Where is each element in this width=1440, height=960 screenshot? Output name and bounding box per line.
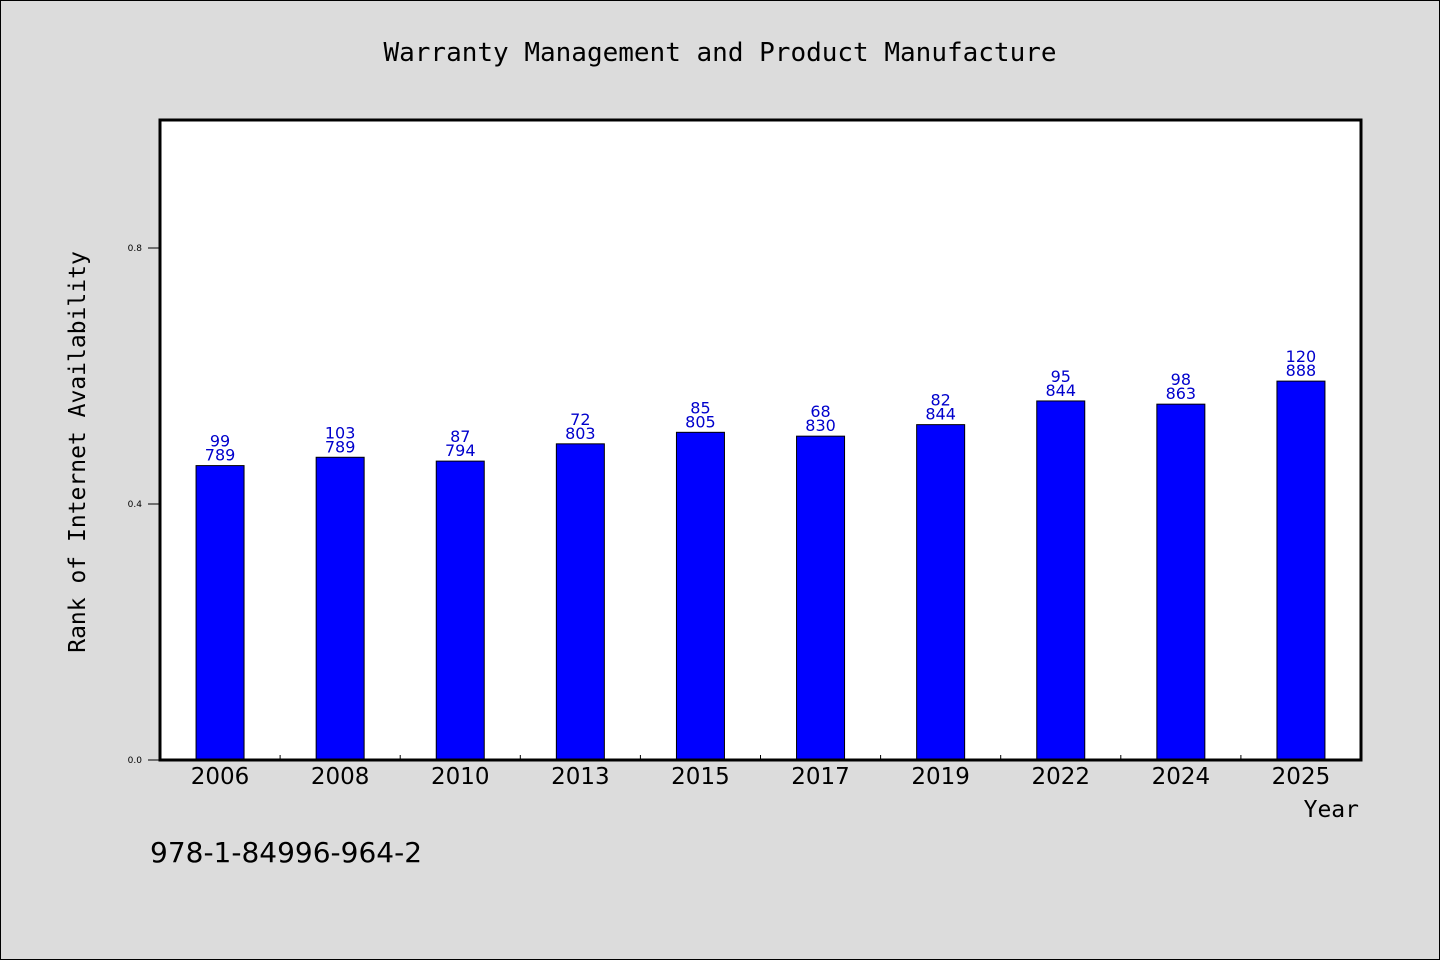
bar-2022 bbox=[1036, 400, 1086, 761]
x-tick-label-2025: 2025 bbox=[1272, 764, 1331, 790]
bar-2006 bbox=[195, 465, 245, 761]
bar-2013 bbox=[555, 443, 605, 761]
x-tick-label-2015: 2015 bbox=[671, 764, 730, 790]
bar-label-bottom-2006: 789 bbox=[205, 446, 236, 465]
bar-label-top-2025: 120 bbox=[1286, 347, 1317, 366]
x-tick-label-2017: 2017 bbox=[791, 764, 850, 790]
y-axis-label: Rank of Internet Availability bbox=[65, 251, 91, 653]
y-axis: 0.0 0.4 0.8 bbox=[128, 244, 160, 766]
bars-group bbox=[195, 380, 1326, 761]
x-axis-label: Year bbox=[1304, 797, 1359, 823]
bar-label-bottom-2015: 805 bbox=[685, 412, 716, 431]
bar-2024 bbox=[1156, 403, 1206, 761]
x-tick-label-2010: 2010 bbox=[431, 764, 490, 790]
x-tick-label-2019: 2019 bbox=[911, 764, 970, 790]
y-tick-label: 0.0 bbox=[128, 756, 143, 766]
x-tick-label-2008: 2008 bbox=[311, 764, 370, 790]
isbn-text: 978-1-84996-964-2 bbox=[150, 836, 422, 869]
bar-label-top-2010: 87 bbox=[450, 427, 470, 446]
bar-2010 bbox=[435, 460, 485, 761]
x-tick-label-2013: 2013 bbox=[551, 764, 610, 790]
bar-label-bottom-2025: 888 bbox=[1286, 361, 1317, 380]
y-tick-label: 0.4 bbox=[128, 500, 143, 510]
x-tick-label-2022: 2022 bbox=[1031, 764, 1090, 790]
bar-label-bottom-2010: 794 bbox=[445, 441, 476, 460]
x-axis: 2006 2008 2010 2013 2015 2017 2019 2022 2024 2025 bbox=[191, 755, 1330, 790]
x-tick-label-2024: 2024 bbox=[1152, 764, 1211, 790]
bar-label-top-2017: 68 bbox=[810, 402, 830, 421]
bar-2015 bbox=[675, 431, 725, 761]
bar-2025 bbox=[1276, 380, 1326, 761]
bar-label-top-2019: 82 bbox=[930, 391, 950, 410]
bar-label-top-2024: 98 bbox=[1171, 370, 1191, 389]
x-tick-label-2006: 2006 bbox=[191, 764, 250, 790]
bar-label-bottom-2024: 863 bbox=[1166, 384, 1197, 403]
plot-border bbox=[158, 118, 1363, 762]
bar-label-bottom-2017: 830 bbox=[805, 416, 836, 435]
y-tick-label: 0.8 bbox=[128, 244, 143, 254]
bar-label-bottom-2013: 803 bbox=[565, 424, 596, 443]
bar-label-top-2006: 99 bbox=[210, 432, 230, 451]
bar-label-top-2022: 95 bbox=[1051, 367, 1071, 386]
bar-label-top-2013: 72 bbox=[570, 410, 590, 429]
bar-2008 bbox=[315, 456, 365, 761]
bar-label-top-2015: 85 bbox=[690, 398, 710, 417]
bar-labels-group: 9978910378987794728038580568830828449584… bbox=[205, 347, 1316, 464]
chart-title: Warranty Management and Product Manufact… bbox=[383, 38, 1056, 68]
bar-label-bottom-2019: 844 bbox=[925, 405, 956, 424]
bar-label-bottom-2008: 789 bbox=[325, 437, 356, 456]
bar-2017 bbox=[796, 435, 846, 761]
bar-2019 bbox=[916, 424, 966, 761]
bar-label-bottom-2022: 844 bbox=[1045, 381, 1076, 400]
bar-label-top-2008: 103 bbox=[325, 423, 356, 442]
